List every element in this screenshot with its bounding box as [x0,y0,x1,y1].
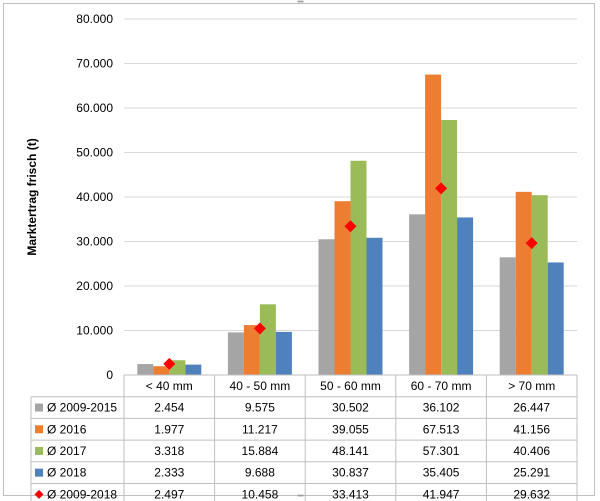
y-tick-label: 70.000 [76,57,113,71]
legend-swatch [35,446,43,455]
legend-swatch [35,403,43,412]
bar [515,191,532,375]
bar [409,214,426,375]
y-tick-label: 60.000 [76,101,113,115]
data-label: 41.156 [513,422,550,436]
chart-frame [3,3,595,496]
diamond-marker [253,322,266,335]
diamond-marker [344,220,357,233]
data-label: 3.318 [154,444,184,458]
data-label: 48.141 [332,444,369,458]
data-label: 2.454 [154,401,184,415]
bar [350,160,367,375]
bar [547,262,564,375]
bar [185,364,202,375]
y-tick-label: 50.000 [76,146,113,160]
y-axis-ticks: 0 10.000 20.000 30.000 40.000 50.000 60.000 70.… [76,12,113,382]
data-label: 15.884 [242,444,279,458]
data-label: 29.632 [513,487,550,501]
y-tick-label: 20.000 [76,279,113,293]
data-label: 67.513 [423,422,460,436]
x-tick-label: 50 - 60 mm [320,379,381,393]
data-label: 35.405 [423,466,460,480]
data-label: 2.333 [154,466,184,480]
data-label: 41.947 [423,487,460,501]
data-table: < 40 mm 40 - 50 mm 50 - 60 mm 60 - 70 mm > 7… [30,374,578,501]
diamond-marker [435,182,448,195]
bar [275,331,292,375]
markers [163,182,538,370]
data-label: 40.406 [513,444,550,458]
data-label: 2.497 [154,487,184,501]
legend-swatch [34,489,44,499]
legend-swatch [35,468,43,477]
x-tick-label: 60 - 70 mm [411,379,472,393]
legend-label: Ø 2009-2015 [47,401,117,415]
bar [227,332,244,375]
bar [425,74,442,376]
bar [499,257,516,375]
y-tick-label: 10.000 [76,324,113,338]
data-label: 33.413 [332,487,369,501]
data-label: 57.301 [423,444,460,458]
bar [137,364,154,375]
data-label: 10.458 [242,487,279,501]
x-tick-label: > 70 mm [508,379,555,393]
legend-label: Ø 2017 [47,444,87,458]
diamond-marker [525,237,538,250]
legend-label: Ø 2016 [47,422,87,436]
resize-handle-bottom[interactable]: •••• [297,493,304,500]
y-tick-label: 30.000 [76,235,113,249]
y-tick-label: 80.000 [76,12,113,26]
bar [531,195,548,375]
bars [137,74,564,376]
legend-label: Ø 2018 [47,466,87,480]
data-label: 25.291 [513,466,550,480]
bar [457,217,474,375]
data-label: 9.688 [245,466,275,480]
data-label: 1.977 [154,422,184,436]
bar [334,201,351,375]
bar [153,366,170,375]
data-label: 9.575 [245,401,275,415]
diamond-marker [163,357,176,370]
y-tick-label: 0 [106,368,113,382]
resize-handle-top[interactable]: •••• [297,0,304,6]
bar [441,120,458,375]
data-label: 26.447 [513,401,550,415]
bar [366,237,383,375]
y-axis-label: Marktertrag frisch (t) [25,138,39,255]
bar [259,304,276,375]
data-label: 39.055 [332,422,369,436]
x-tick-label: 40 - 50 mm [230,379,291,393]
legend-label: Ø 2009-2018 [47,487,117,501]
bar [243,325,260,375]
y-tick-label: 40.000 [76,190,113,204]
data-label: 30.837 [332,466,369,480]
data-label: 30.502 [332,401,369,415]
data-label: 11.217 [242,422,278,436]
bar [318,239,335,375]
data-label: 36.102 [423,401,460,415]
legend-swatch [35,425,43,434]
x-tick-label: < 40 mm [146,379,193,393]
